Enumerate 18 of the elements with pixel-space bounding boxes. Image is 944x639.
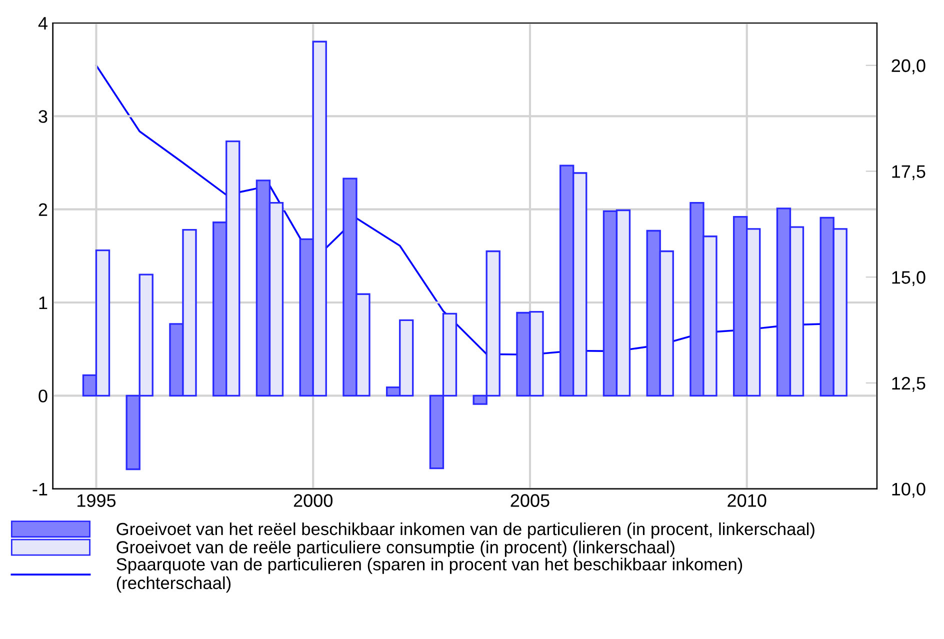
y2-tick-label: 15,0 [892, 271, 926, 286]
legend-label: Groeivoet van de reële particuliere consumptie (in procent) (linkerschaal) [116, 540, 674, 557]
x-tick-label: 2005 [510, 494, 550, 507]
y-tick-label: 1 [39, 296, 48, 310]
y-tick-label: -1 [32, 482, 48, 496]
y2-tick-label: 17,5 [892, 165, 926, 180]
x-tick-label: 1995 [78, 494, 116, 507]
y-tick-label: 2 [38, 203, 48, 216]
legend-label: Groeivoet van het reëel beschikbaar inkomen van de particulieren (in procent, linkerschaal) [116, 522, 814, 539]
y2-tick-label: 20,0 [892, 59, 926, 74]
legend-label: Spaarquote van de particulieren (sparen in procent van het beschikbaar inkomen) (rechterschaal) [116, 558, 742, 593]
x-tick-label: 2010 [728, 494, 766, 507]
x-tick-label: 2000 [294, 494, 332, 507]
y-tick-label: 4 [38, 17, 48, 30]
y-tick-label: 0 [38, 390, 48, 402]
y-tick-label: 3 [38, 110, 48, 123]
y2-tick-label: 10,0 [892, 482, 926, 498]
y2-tick-label: 12,5 [892, 376, 926, 392]
